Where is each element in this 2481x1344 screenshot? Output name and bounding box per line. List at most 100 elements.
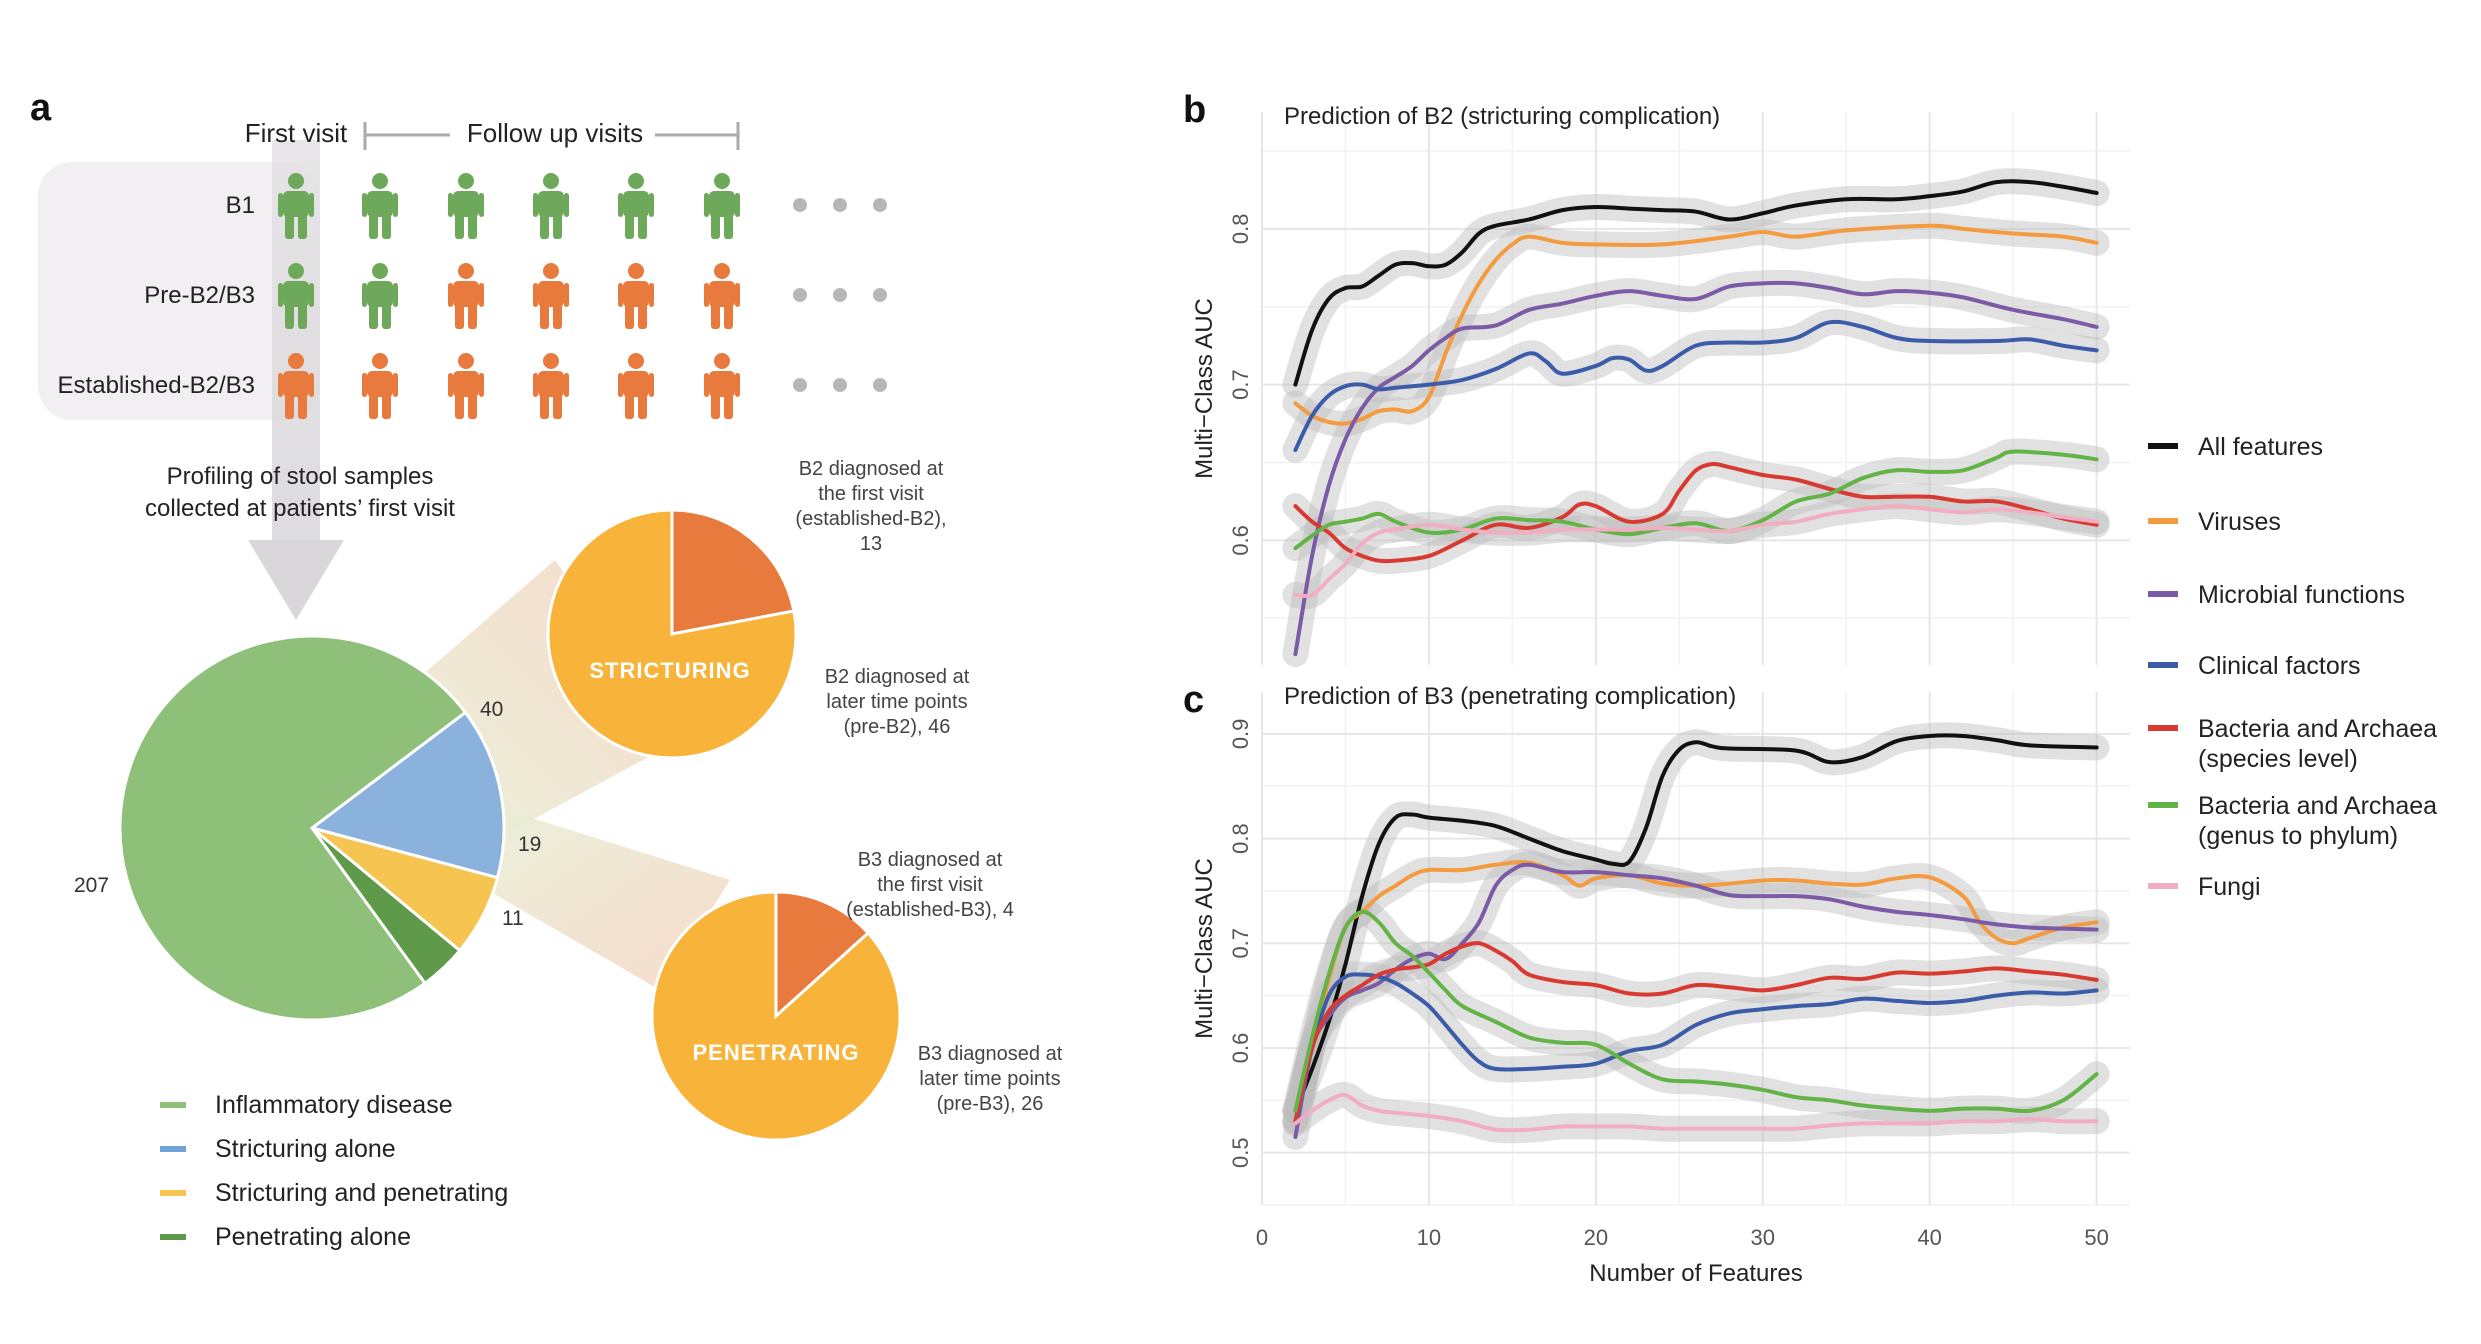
person-icon bbox=[704, 263, 740, 329]
person-icon bbox=[704, 173, 740, 239]
x-tick-label: 40 bbox=[1917, 1225, 1941, 1250]
pie-slice bbox=[774, 890, 871, 1020]
penetrating-note-pre: B3 diagnosed at later time points (pre-B… bbox=[918, 1043, 1063, 1115]
legend-label: Stricturing and penetrating bbox=[215, 1179, 508, 1207]
svg-text:B2 diagnosed at: B2 diagnosed at bbox=[825, 666, 970, 688]
svg-text:later time points: later time points bbox=[826, 691, 967, 713]
dot-icon bbox=[793, 288, 807, 302]
penetrating-pie-label: PENETRATING bbox=[692, 1040, 859, 1065]
svg-text:(pre-B2), 46: (pre-B2), 46 bbox=[844, 716, 951, 738]
pie-label-inflammatory: 207 bbox=[74, 874, 109, 897]
plot-c: 0.5 0.6 0.7 0.8 0.9 Prediction of B3 (penetra… bbox=[1191, 683, 2130, 1287]
x-tick-label: 10 bbox=[1417, 1225, 1441, 1250]
x-tick-label: 30 bbox=[1751, 1225, 1775, 1250]
x-tick-label: 50 bbox=[2084, 1225, 2108, 1250]
legend-label: Penetrating alone bbox=[215, 1223, 411, 1251]
person-icon bbox=[278, 173, 314, 239]
series-line bbox=[1293, 179, 2099, 387]
person-icon bbox=[362, 353, 398, 419]
penetrating-pie bbox=[650, 890, 902, 1142]
person-icon bbox=[618, 173, 654, 239]
svg-text:later time points: later time points bbox=[919, 1068, 1060, 1090]
plot-b: 0.6 0.7 0.8 Prediction of B2 (stricturing c… bbox=[1191, 103, 2130, 668]
series-line bbox=[1293, 862, 2099, 1139]
dot-icon bbox=[873, 288, 887, 302]
pie-slice bbox=[670, 508, 796, 636]
person-icon bbox=[704, 353, 740, 419]
profiling-label-line2: collected at patients’ first visit bbox=[145, 495, 455, 522]
stricturing-note-established: B2 diagnosed at the first visit (establi… bbox=[795, 458, 946, 555]
stricturing-note-pre: B2 diagnosed at later time points (pre-B… bbox=[825, 666, 970, 738]
dot-icon bbox=[833, 198, 847, 212]
main-pie bbox=[118, 634, 506, 1022]
follow-up-label: Follow up visits bbox=[467, 118, 643, 148]
series-line bbox=[1293, 909, 2099, 1114]
svg-text:13: 13 bbox=[860, 533, 882, 555]
y-axis-label: Multi−Class AUC bbox=[1191, 858, 1218, 1039]
dot-icon bbox=[833, 288, 847, 302]
y-tick-label: 0.6 bbox=[1228, 525, 1253, 556]
series-line bbox=[1293, 223, 2099, 426]
stricturing-pie-label: STRICTURING bbox=[589, 658, 750, 683]
x-axis-label: Number of Features bbox=[1589, 1260, 1802, 1287]
series-line bbox=[1293, 280, 2099, 657]
svg-text:(established-B2),: (established-B2), bbox=[795, 508, 946, 530]
legend-label: Microbial functions bbox=[2198, 581, 2405, 609]
patient-row-background bbox=[38, 162, 320, 420]
pie-slice bbox=[308, 710, 506, 880]
pie-slice bbox=[546, 508, 798, 760]
pie-legend: Inflammatory disease Stricturing alone Str… bbox=[160, 1091, 508, 1251]
x-tick-label: 20 bbox=[1584, 1225, 1608, 1250]
legend-label: Viruses bbox=[2198, 508, 2281, 536]
pie-slice bbox=[650, 890, 902, 1142]
y-tick-label: 0.8 bbox=[1228, 214, 1253, 245]
panel-label-c: c bbox=[1183, 679, 1204, 721]
dot-icon bbox=[873, 378, 887, 392]
x-tick-label: 0 bbox=[1256, 1225, 1268, 1250]
person-icon bbox=[278, 353, 314, 419]
y-tick-label: 0.8 bbox=[1228, 823, 1253, 854]
y-tick-label: 0.5 bbox=[1228, 1137, 1253, 1168]
dot-icon bbox=[793, 198, 807, 212]
pie-label-stricturing-penetrating: 19 bbox=[518, 833, 541, 856]
legend-label: All features bbox=[2198, 433, 2323, 461]
series-line bbox=[1293, 1092, 2099, 1133]
plot-title: Prediction of B3 (penetrating complicati… bbox=[1284, 683, 1736, 710]
series-line bbox=[1293, 733, 2099, 1113]
person-icon bbox=[278, 263, 314, 329]
follow-up-bracket bbox=[363, 122, 740, 150]
y-tick-label: 0.7 bbox=[1228, 928, 1253, 959]
line-legend: All features Viruses Microbial functions Cl… bbox=[2148, 433, 2437, 901]
plot-title: Prediction of B2 (stricturing complicati… bbox=[1284, 103, 1720, 130]
person-icon bbox=[448, 173, 484, 239]
series-line bbox=[1293, 941, 2099, 1124]
legend-label: Bacteria and Archaea bbox=[2198, 792, 2437, 820]
series-line bbox=[1293, 461, 2099, 564]
y-tick-label: 0.7 bbox=[1228, 369, 1253, 400]
person-icon bbox=[618, 353, 654, 419]
panel-a: a First visit Follow up visits B1 Pre-B2/… bbox=[30, 87, 1063, 1251]
panel-label-a: a bbox=[30, 87, 52, 129]
svg-text:the first visit: the first visit bbox=[877, 874, 983, 896]
series-line bbox=[1293, 449, 2099, 551]
legend-label: Bacteria and Archaea bbox=[2198, 715, 2437, 743]
svg-text:the first visit: the first visit bbox=[818, 483, 924, 505]
row-label: Established-B2/B3 bbox=[58, 372, 255, 399]
legend-label-line2: (genus to phylum) bbox=[2198, 822, 2398, 850]
legend-label: Clinical factors bbox=[2198, 652, 2361, 680]
y-tick-label: 0.9 bbox=[1228, 719, 1253, 750]
legend-label: Stricturing alone bbox=[215, 1135, 396, 1163]
svg-text:B3 diagnosed at: B3 diagnosed at bbox=[918, 1043, 1063, 1065]
dot-icon bbox=[793, 378, 807, 392]
person-icon bbox=[533, 263, 569, 329]
svg-text:(established-B3), 4: (established-B3), 4 bbox=[846, 899, 1014, 921]
row-label: B1 bbox=[226, 192, 255, 219]
svg-text:(pre-B3), 26: (pre-B3), 26 bbox=[937, 1093, 1044, 1115]
first-visit-label: First visit bbox=[245, 118, 348, 148]
profiling-label-line1: Profiling of stool samples bbox=[167, 463, 434, 490]
person-icon bbox=[533, 173, 569, 239]
penetrating-note-established: B3 diagnosed at the first visit (establi… bbox=[846, 849, 1014, 921]
svg-text:B2 diagnosed at: B2 diagnosed at bbox=[799, 458, 944, 480]
pie-slice bbox=[118, 634, 468, 1022]
